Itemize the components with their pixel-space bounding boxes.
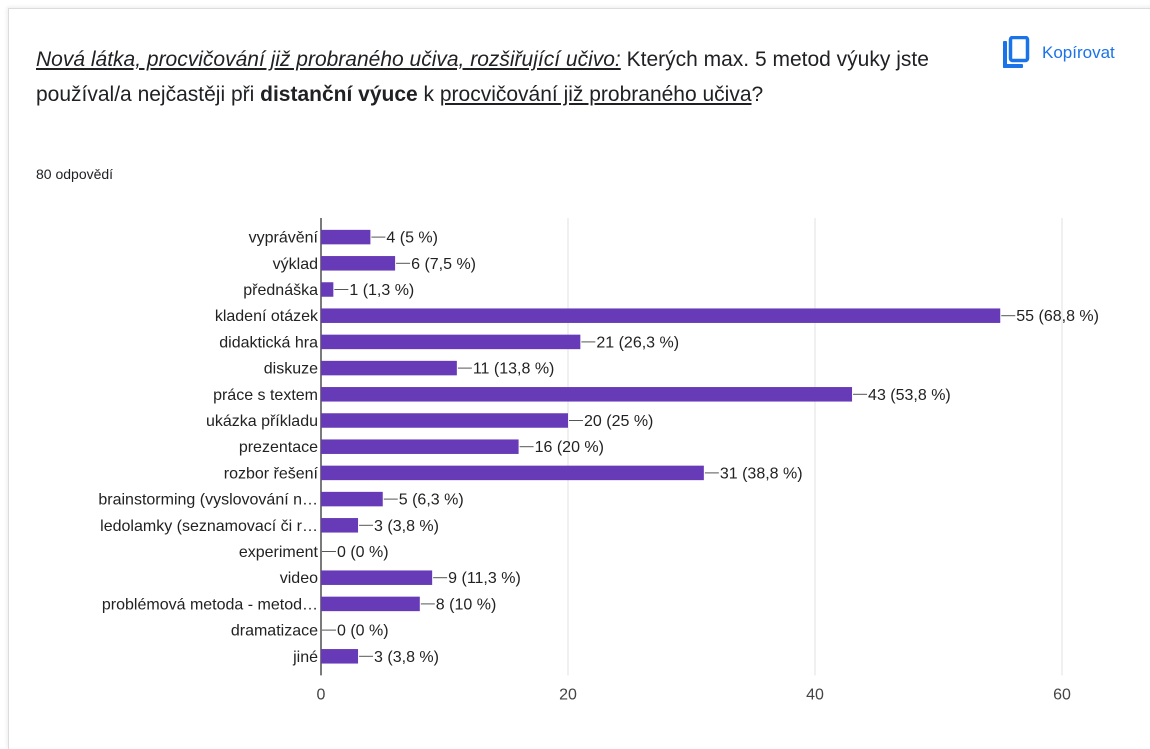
data-label: 4 (5 %) <box>386 230 438 247</box>
question-text: Kterých max. 5 metod výuky jste používal… <box>36 48 929 106</box>
question-topic: Nová látka, procvičování již probraného … <box>36 48 621 71</box>
response-count: 80 odpovědí <box>36 166 114 182</box>
category-label: ukázka příkladu <box>206 413 318 430</box>
category-label: rozbor řešení <box>224 465 319 482</box>
category-label: diskuze <box>264 361 318 378</box>
bar <box>321 491 383 507</box>
copy-button-label: Kopírovat <box>1042 43 1115 62</box>
category-label: ledolamky (seznamovací či r… <box>100 518 318 535</box>
bar <box>321 570 433 585</box>
category-label: didaktická hra <box>219 334 318 351</box>
data-label: 31 (38,8 %) <box>720 465 803 482</box>
bar <box>321 439 519 454</box>
data-label: 11 (13,8 %) <box>473 361 555 378</box>
bar <box>321 649 359 664</box>
x-tick-label: 20 <box>559 686 577 703</box>
data-label: 0 (0 %) <box>337 623 389 640</box>
question-text-connector: k <box>417 83 440 106</box>
data-label: 6 (7,5 %) <box>411 256 476 273</box>
question-emphasis: distanční výuce <box>260 83 418 106</box>
question-purpose: procvičování již probraného učiva <box>439 83 752 106</box>
data-label: 16 (20 %) <box>535 439 604 456</box>
category-label: dramatizace <box>231 623 318 640</box>
x-tick-label: 0 <box>317 686 326 703</box>
bar <box>321 334 581 350</box>
data-label: 21 (26,3 %) <box>596 334 679 351</box>
category-label: brainstorming (vyslovování n… <box>98 492 318 509</box>
copy-icon <box>1003 36 1030 68</box>
category-label: prezentace <box>239 439 318 456</box>
data-label: 0 (0 %) <box>337 544 389 561</box>
data-label: 8 (10 %) <box>436 596 496 613</box>
data-label: 5 (6,3 %) <box>399 492 464 509</box>
category-label: problémová metoda - metod… <box>102 596 318 613</box>
x-tick-label: 40 <box>806 686 824 703</box>
data-label: 9 (11,3 %) <box>448 570 521 587</box>
data-label: 43 (53,8 %) <box>868 387 951 404</box>
question-card <box>8 8 1150 749</box>
bar <box>321 596 420 612</box>
category-label: video <box>280 570 318 587</box>
category-label: vyprávění <box>249 230 319 247</box>
bar <box>321 387 853 402</box>
bar <box>321 256 396 271</box>
bar <box>321 360 457 376</box>
bar <box>321 229 371 245</box>
data-label: 55 (68,8 %) <box>1016 308 1099 325</box>
bar-chart: 0 20 40 60 vyprávění 4 (5 %) výklad 6 (7,5 %) př… <box>0 205 1150 729</box>
question-mark: ? <box>751 83 764 106</box>
category-label: jiné <box>292 649 318 666</box>
category-label: výklad <box>273 256 318 273</box>
bar-chart-svg: 0 20 40 60 vyprávění 4 (5 %) výklad 6 (7,5 %) př… <box>98 218 1099 703</box>
x-tick-label: 60 <box>1053 686 1071 703</box>
bar <box>321 465 704 481</box>
data-label: 1 (1,3 %) <box>349 282 414 299</box>
bar <box>321 518 359 533</box>
category-label: experiment <box>239 544 319 561</box>
bar <box>321 413 568 428</box>
data-label: 20 (25 %) <box>584 413 653 430</box>
question-title: Nová látka, procvičování již probraného … <box>36 42 936 112</box>
bar <box>321 282 334 297</box>
category-label: přednáška <box>243 282 318 299</box>
category-label: práce s textem <box>213 387 318 404</box>
bar <box>321 308 1001 323</box>
copy-button[interactable]: Kopírovat <box>1000 36 1115 70</box>
data-label: 3 (3,8 %) <box>374 518 439 535</box>
category-label: kladení otázek <box>215 308 319 325</box>
data-label: 3 (3,8 %) <box>374 649 439 666</box>
